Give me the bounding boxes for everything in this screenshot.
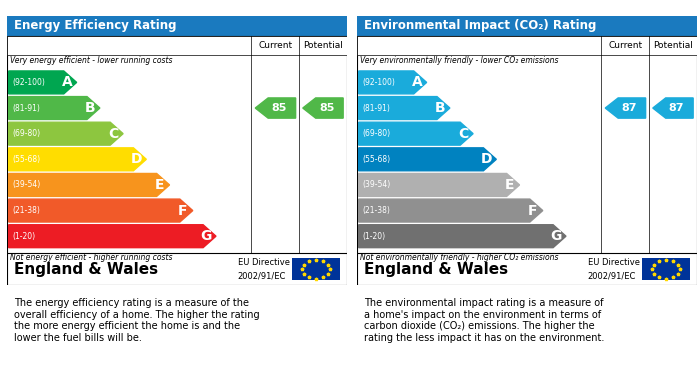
- Polygon shape: [358, 122, 473, 145]
- Text: The energy efficiency rating is a measure of the
overall efficiency of a home. T: The energy efficiency rating is a measur…: [14, 298, 260, 343]
- Text: 87: 87: [622, 103, 637, 113]
- Text: EU Directive: EU Directive: [588, 258, 640, 267]
- Text: A: A: [412, 75, 422, 90]
- Text: (55-68): (55-68): [362, 155, 390, 164]
- Polygon shape: [358, 174, 519, 196]
- Text: 85: 85: [319, 103, 335, 113]
- Polygon shape: [358, 71, 427, 94]
- Bar: [357, 36, 696, 55]
- FancyBboxPatch shape: [7, 16, 346, 36]
- Text: The environmental impact rating is a measure of
a home's impact on the environme: The environmental impact rating is a mea…: [364, 298, 604, 343]
- Text: Environmental Impact (CO₂) Rating: Environmental Impact (CO₂) Rating: [364, 19, 596, 32]
- Text: G: G: [550, 229, 562, 243]
- Polygon shape: [358, 97, 450, 120]
- Text: (69-80): (69-80): [12, 129, 40, 138]
- FancyBboxPatch shape: [357, 16, 696, 36]
- Text: C: C: [458, 127, 468, 141]
- Text: G: G: [200, 229, 212, 243]
- Polygon shape: [358, 148, 496, 171]
- Text: Very environmentally friendly - lower CO₂ emissions: Very environmentally friendly - lower CO…: [360, 56, 559, 65]
- Polygon shape: [8, 97, 100, 120]
- Polygon shape: [8, 71, 77, 94]
- Polygon shape: [256, 98, 295, 118]
- Text: Not energy efficient - higher running costs: Not energy efficient - higher running co…: [10, 253, 173, 262]
- Text: (21-38): (21-38): [362, 206, 390, 215]
- Text: (1-20): (1-20): [12, 232, 35, 241]
- Text: (39-54): (39-54): [12, 180, 41, 189]
- Text: D: D: [131, 152, 142, 166]
- Text: 85: 85: [272, 103, 287, 113]
- Text: Very energy efficient - lower running costs: Very energy efficient - lower running co…: [10, 56, 173, 65]
- Polygon shape: [8, 199, 192, 222]
- Text: B: B: [85, 101, 95, 115]
- Bar: [7, 253, 346, 285]
- Polygon shape: [358, 199, 542, 222]
- Text: 2002/91/EC: 2002/91/EC: [238, 271, 286, 280]
- Text: 87: 87: [669, 103, 685, 113]
- Text: E: E: [155, 178, 164, 192]
- Text: Current: Current: [608, 41, 643, 50]
- Text: EU Directive: EU Directive: [238, 258, 290, 267]
- Polygon shape: [303, 98, 343, 118]
- Text: E: E: [505, 178, 514, 192]
- Bar: [642, 258, 690, 280]
- Text: Current: Current: [258, 41, 293, 50]
- Polygon shape: [8, 148, 146, 171]
- Text: (92-100): (92-100): [12, 78, 45, 87]
- Text: (69-80): (69-80): [362, 129, 390, 138]
- Text: (92-100): (92-100): [362, 78, 395, 87]
- Text: F: F: [178, 204, 188, 217]
- Polygon shape: [358, 225, 566, 248]
- Text: B: B: [435, 101, 445, 115]
- Text: England & Wales: England & Wales: [364, 262, 508, 277]
- Bar: [7, 36, 346, 55]
- Text: (1-20): (1-20): [362, 232, 385, 241]
- Polygon shape: [8, 122, 123, 145]
- Polygon shape: [606, 98, 645, 118]
- Text: F: F: [528, 204, 538, 217]
- Polygon shape: [8, 225, 216, 248]
- Text: D: D: [481, 152, 492, 166]
- Text: (81-91): (81-91): [12, 104, 40, 113]
- Text: (21-38): (21-38): [12, 206, 40, 215]
- Text: Energy Efficiency Rating: Energy Efficiency Rating: [14, 19, 176, 32]
- Text: Potential: Potential: [303, 41, 343, 50]
- Polygon shape: [8, 174, 169, 196]
- Text: (39-54): (39-54): [362, 180, 391, 189]
- Text: Not environmentally friendly - higher CO₂ emissions: Not environmentally friendly - higher CO…: [360, 253, 559, 262]
- Bar: [357, 253, 696, 285]
- Text: England & Wales: England & Wales: [14, 262, 158, 277]
- Polygon shape: [653, 98, 693, 118]
- Text: Potential: Potential: [653, 41, 693, 50]
- Text: C: C: [108, 127, 118, 141]
- Text: 2002/91/EC: 2002/91/EC: [588, 271, 636, 280]
- Bar: [292, 258, 340, 280]
- Text: (55-68): (55-68): [12, 155, 40, 164]
- Text: A: A: [62, 75, 72, 90]
- Text: (81-91): (81-91): [362, 104, 390, 113]
